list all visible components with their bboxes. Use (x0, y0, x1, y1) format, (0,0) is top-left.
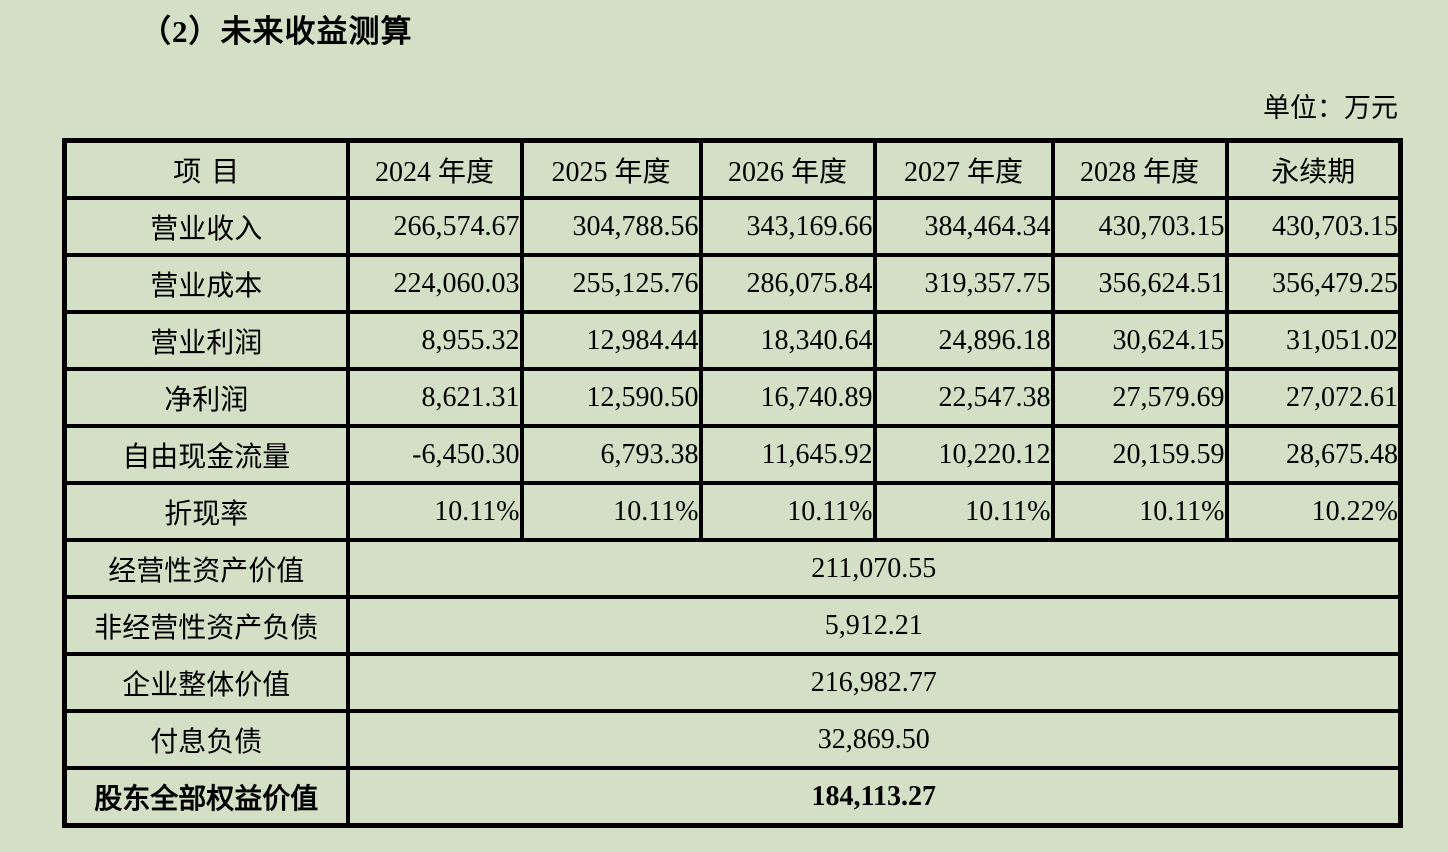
table-row-free-cash-flow: 自由现金流量 -6,450.30 6,793.38 11,645.92 10,2… (62, 424, 1403, 485)
value-cell: 6,793.38 (519, 424, 703, 485)
table-row-net-profit: 净利润 8,621.31 12,590.50 16,740.89 22,547.… (62, 367, 1403, 428)
table-row-shareholders-equity-value: 股东全部权益价值 184,113.27 (62, 766, 1403, 828)
table-row-cost: 营业成本 224,060.03 255,125.76 286,075.84 31… (62, 253, 1403, 314)
header-row: 项目 2024 年度 2025 年度 2026 年度 2027 年度 2028 … (62, 138, 1403, 200)
value-cell: 31,051.02 (1224, 310, 1403, 371)
value-cell: 10.11% (698, 481, 877, 542)
value-cell: 10.22% (1224, 481, 1403, 542)
row-label-revenue: 营业收入 (62, 196, 350, 257)
value-cell: 28,675.48 (1224, 424, 1403, 485)
value-cell: -6,450.30 (345, 424, 524, 485)
value-cell: 24,896.18 (872, 310, 1055, 371)
merged-value-cell: 5,912.21 (345, 595, 1403, 656)
table-row-non-operating-assets-liabilities: 非经营性资产负债 5,912.21 (62, 595, 1403, 656)
value-cell: 356,479.25 (1224, 253, 1403, 314)
value-cell: 319,357.75 (872, 253, 1055, 314)
table-row-enterprise-value: 企业整体价值 216,982.77 (62, 652, 1403, 713)
value-cell: 356,624.51 (1050, 253, 1229, 314)
row-label-shareholders-equity-value: 股东全部权益价值 (62, 766, 350, 828)
row-label-operating-assets-value: 经营性资产价值 (62, 538, 350, 599)
value-cell: 12,590.50 (519, 367, 703, 428)
col-header-2025: 2025 年度 (519, 138, 703, 200)
table-row-interest-bearing-debt: 付息负债 32,869.50 (62, 709, 1403, 770)
merged-value-cell: 184,113.27 (345, 766, 1403, 828)
col-header-2028: 2028 年度 (1050, 138, 1229, 200)
future-income-forecast-table: 项目 2024 年度 2025 年度 2026 年度 2027 年度 2028 … (62, 138, 1403, 828)
col-header-2024: 2024 年度 (345, 138, 524, 200)
row-label-enterprise-value: 企业整体价值 (62, 652, 350, 713)
section-title: （2）未来收益测算 (140, 14, 413, 49)
value-cell: 343,169.66 (698, 196, 877, 257)
table-row-operating-assets-value: 经营性资产价值 211,070.55 (62, 538, 1403, 599)
value-cell: 30,624.15 (1050, 310, 1229, 371)
value-cell: 20,159.59 (1050, 424, 1229, 485)
value-cell: 255,125.76 (519, 253, 703, 314)
value-cell: 266,574.67 (345, 196, 524, 257)
col-header-2026: 2026 年度 (698, 138, 877, 200)
value-cell: 430,703.15 (1224, 196, 1403, 257)
value-cell: 12,984.44 (519, 310, 703, 371)
table-row-discount-rate: 折现率 10.11% 10.11% 10.11% 10.11% 10.11% 1… (62, 481, 1403, 542)
value-cell: 286,075.84 (698, 253, 877, 314)
merged-value-cell: 32,869.50 (345, 709, 1403, 770)
value-cell: 16,740.89 (698, 367, 877, 428)
value-cell: 11,645.92 (698, 424, 877, 485)
value-cell: 10.11% (519, 481, 703, 542)
value-cell: 8,621.31 (345, 367, 524, 428)
value-cell: 27,579.69 (1050, 367, 1229, 428)
value-cell: 304,788.56 (519, 196, 703, 257)
value-cell: 224,060.03 (345, 253, 524, 314)
value-cell: 10.11% (345, 481, 524, 542)
value-cell: 10.11% (1050, 481, 1229, 542)
row-label-interest-bearing-debt: 付息负债 (62, 709, 350, 770)
merged-value-cell: 211,070.55 (345, 538, 1403, 599)
row-label-operating-profit: 营业利润 (62, 310, 350, 371)
value-cell: 27,072.61 (1224, 367, 1403, 428)
value-cell: 18,340.64 (698, 310, 877, 371)
row-label-discount-rate: 折现率 (62, 481, 350, 542)
value-cell: 430,703.15 (1050, 196, 1229, 257)
merged-value-cell: 216,982.77 (345, 652, 1403, 713)
col-header-perpetual: 永续期 (1224, 138, 1403, 200)
value-cell: 22,547.38 (872, 367, 1055, 428)
table-row-operating-profit: 营业利润 8,955.32 12,984.44 18,340.64 24,896… (62, 310, 1403, 371)
table-row-revenue: 营业收入 266,574.67 304,788.56 343,169.66 38… (62, 196, 1403, 257)
value-cell: 10,220.12 (872, 424, 1055, 485)
col-header-2027: 2027 年度 (872, 138, 1055, 200)
row-label-net-profit: 净利润 (62, 367, 350, 428)
value-cell: 384,464.34 (872, 196, 1055, 257)
col-header-project: 项目 (62, 138, 350, 200)
row-label-non-operating-assets-liabilities: 非经营性资产负债 (62, 595, 350, 656)
value-cell: 8,955.32 (345, 310, 524, 371)
row-label-free-cash-flow: 自由现金流量 (62, 424, 350, 485)
value-cell: 10.11% (872, 481, 1055, 542)
unit-label: 单位：万元 (1263, 93, 1398, 123)
row-label-operating-cost: 营业成本 (62, 253, 350, 314)
